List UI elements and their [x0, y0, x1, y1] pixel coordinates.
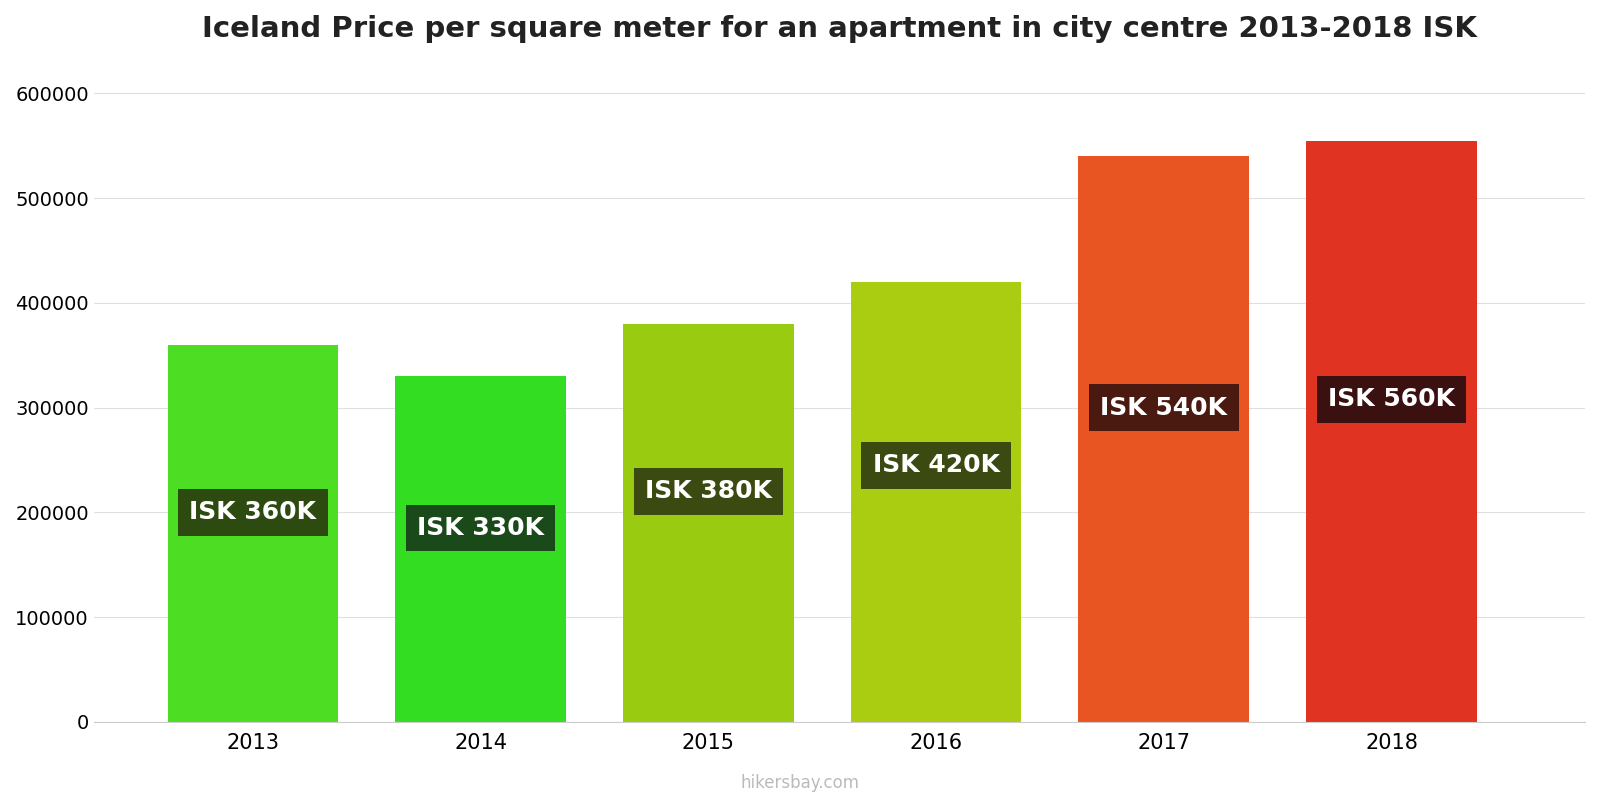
- Text: ISK 540K: ISK 540K: [1101, 396, 1227, 420]
- Text: ISK 360K: ISK 360K: [189, 501, 317, 525]
- Bar: [1306, 141, 1477, 722]
- Bar: [622, 324, 794, 722]
- Text: ISK 380K: ISK 380K: [645, 479, 771, 503]
- Bar: [168, 345, 338, 722]
- Title: Iceland Price per square meter for an apartment in city centre 2013-2018 ISK: Iceland Price per square meter for an ap…: [202, 15, 1477, 43]
- Text: ISK 420K: ISK 420K: [872, 454, 1000, 478]
- Bar: [395, 376, 566, 722]
- Text: ISK 330K: ISK 330K: [418, 516, 544, 540]
- Text: ISK 560K: ISK 560K: [1328, 387, 1454, 411]
- Text: hikersbay.com: hikersbay.com: [741, 774, 859, 792]
- Bar: [1078, 156, 1250, 722]
- Bar: [851, 282, 1021, 722]
